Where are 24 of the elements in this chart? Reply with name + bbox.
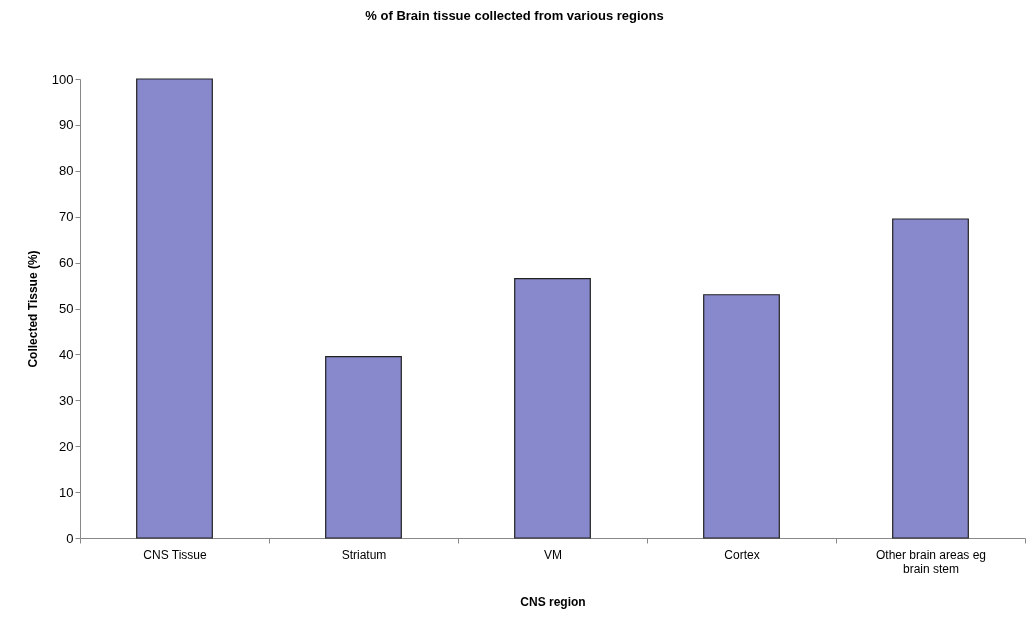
y-tick-label: 70 [59, 209, 74, 225]
y-tick-label: 30 [59, 392, 74, 408]
x-tick-label: Other brain areas eg brain stem [875, 547, 987, 576]
y-tick-label: 0 [66, 530, 74, 546]
bar [136, 78, 213, 539]
y-tick-label: 10 [59, 484, 74, 500]
x-tick-label: VM [544, 547, 562, 562]
y-tick-label: 90 [59, 117, 74, 133]
y-tick-label: 50 [59, 301, 74, 316]
bar [703, 294, 780, 539]
bar [514, 278, 591, 539]
y-axis-title: Collected Tissue (%) [25, 250, 40, 368]
bar [892, 218, 969, 539]
chart-title: % of Brain tissue collected from various regions [365, 8, 664, 23]
y-tick-label: 100 [51, 71, 74, 87]
y-tick-label: 80 [59, 163, 74, 179]
bar [325, 356, 402, 539]
y-tick-label: 20 [59, 438, 74, 454]
x-tick-label: CNS Tissue [143, 547, 207, 562]
x-axis-title: CNS region [520, 594, 586, 609]
y-tick-label: 40 [59, 346, 74, 362]
y-tick-label: 60 [59, 255, 74, 271]
x-tick-label: Cortex [724, 547, 760, 562]
x-tick-label: Striatum [341, 547, 387, 562]
